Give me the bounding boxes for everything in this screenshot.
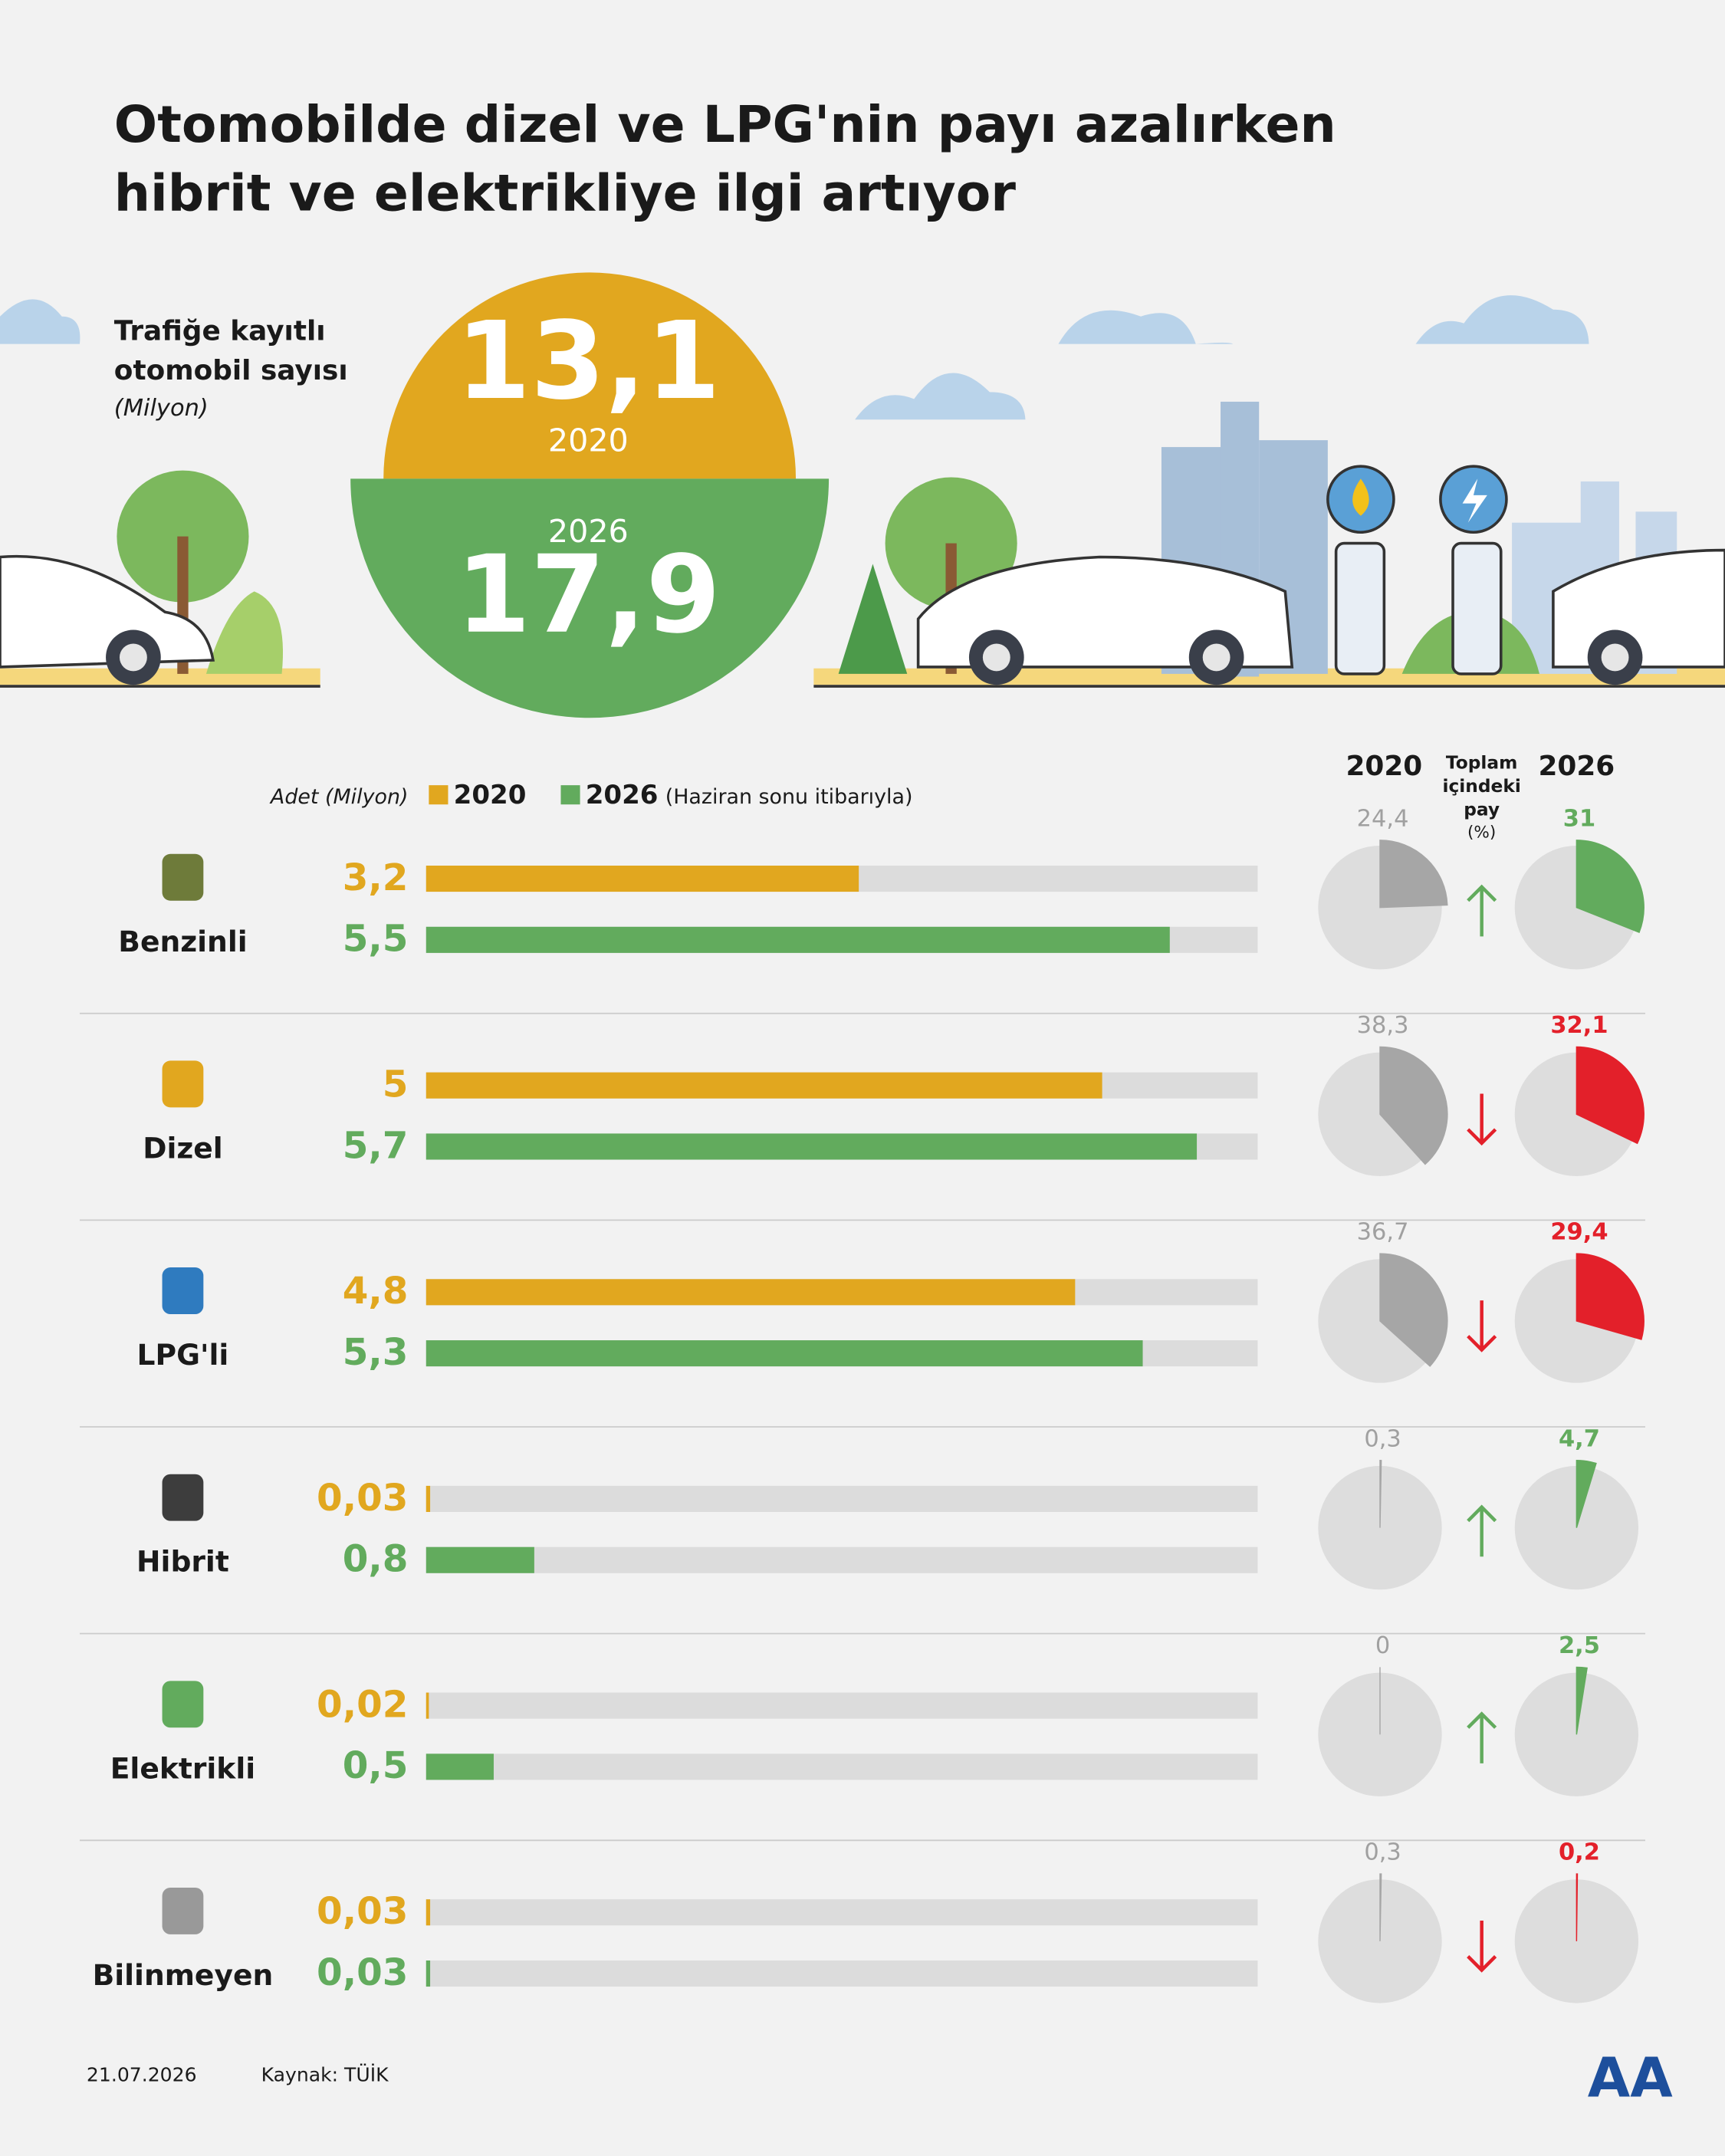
pie-label: 4,7 (1559, 1425, 1600, 1452)
bar (426, 1072, 1102, 1099)
pie-slice (1379, 1046, 1448, 1165)
pie-slice (1576, 840, 1644, 933)
category-label: Dizel (143, 1131, 222, 1165)
share-title: Toplam içindeki pay (1442, 753, 1521, 821)
value-label: 0,03 (317, 1890, 408, 1933)
source: Kaynak: TÜİK (261, 2064, 389, 2086)
bar-track (426, 1899, 1258, 1926)
chart-title: Otomobilde dizel ve LPG'nin payı azalırk… (113, 95, 1336, 223)
total-circle-2026 (350, 478, 830, 718)
value-label: 0,03 (317, 1477, 408, 1520)
value-label: 3,2 (343, 856, 409, 899)
legend-label: 2026 (586, 780, 659, 810)
legend-note: (Haziran sonu itibarıyla) (665, 785, 913, 809)
pie-slice (1379, 1873, 1382, 1941)
bar (426, 1279, 1076, 1306)
total-year: 2026 (548, 513, 629, 550)
pie-slice (1576, 1873, 1579, 1941)
trend-arrow (1467, 1711, 1497, 1763)
totals-unit: (Milyon) (113, 394, 209, 422)
bar (426, 1960, 431, 1987)
bar (426, 1753, 494, 1780)
pie-label: 36,7 (1357, 1219, 1409, 1246)
pie-label: 0,3 (1364, 1839, 1401, 1866)
category-label: Bilinmeyen (93, 1958, 274, 1992)
pie-label: 0,2 (1559, 1839, 1600, 1866)
pie-slice (1379, 1253, 1448, 1367)
trend-arrow (1467, 884, 1497, 937)
bar (426, 1692, 429, 1719)
bar-track (426, 1546, 1258, 1573)
date: 21.07.2026 (87, 2064, 197, 2086)
pie-label: 24,4 (1357, 805, 1409, 832)
pie-slice (1379, 840, 1448, 909)
value-label: 0,02 (317, 1683, 408, 1726)
bar (426, 1133, 1198, 1160)
share-header: 2020 (1346, 751, 1422, 782)
totals-label: Trafiğe kayıtlı otomobil sayısı (113, 314, 348, 387)
value-label: 5,3 (343, 1331, 409, 1374)
illustration (0, 295, 1725, 688)
total-value: 17,9 (456, 532, 721, 657)
value-label: 0,03 (317, 1951, 408, 1994)
value-label: 0,8 (343, 1538, 409, 1581)
trend-arrow (1467, 1300, 1497, 1352)
category-icon (162, 1681, 204, 1728)
pie-label: 38,3 (1357, 1012, 1409, 1039)
bar-track (426, 1753, 1258, 1780)
total-year: 2020 (548, 422, 629, 459)
share-title-box: Toplam içindeki pay (%) (1442, 753, 1521, 842)
totals-label-box: Trafiğe kayıtlı otomobil sayısı (Milyon) (113, 314, 348, 422)
bar (426, 1485, 431, 1512)
pie-label: 0 (1375, 1632, 1390, 1659)
legend-label: 2020 (454, 780, 527, 810)
pie-slice (1379, 1460, 1382, 1528)
trend-arrow (1467, 1921, 1497, 1973)
trend-arrow (1467, 1093, 1497, 1146)
pie-slice (1576, 1460, 1597, 1528)
pie-label: 31 (1563, 805, 1595, 832)
value-label: 5,7 (343, 1124, 409, 1167)
total-circle-2020 (383, 272, 797, 479)
total-value: 13,1 (456, 298, 721, 423)
category-icon (162, 1060, 204, 1108)
pie-label: 0,3 (1364, 1425, 1401, 1452)
pie-slice (1576, 1253, 1644, 1340)
trend-arrow (1467, 1504, 1497, 1557)
value-label: 5 (383, 1063, 409, 1106)
pie-label: 32,1 (1550, 1012, 1608, 1039)
value-label: 5,5 (343, 918, 409, 961)
bar (426, 926, 1170, 953)
category-label: LPG'li (137, 1338, 229, 1372)
share-unit: (%) (1467, 822, 1497, 842)
logo: AA (1588, 2045, 1673, 2109)
legend-swatch (560, 785, 580, 805)
category-label: Benzinli (118, 925, 247, 958)
category-label: Hibrit (136, 1545, 229, 1579)
axis-label: Adet (Milyon) (269, 785, 409, 809)
category-icon (162, 1474, 204, 1521)
category-icon (162, 853, 204, 901)
legend-swatch (429, 785, 449, 805)
value-label: 0,5 (343, 1744, 409, 1787)
bar-track (426, 1692, 1258, 1719)
value-label: 4,8 (343, 1270, 409, 1313)
pie-label: 29,4 (1550, 1219, 1608, 1246)
category-icon (162, 1887, 204, 1934)
category-label: Elektrikli (110, 1751, 255, 1785)
bar-track (426, 1485, 1258, 1512)
bar (426, 1340, 1143, 1367)
pie-slice (1576, 1666, 1588, 1735)
pie-slice (1576, 1046, 1644, 1145)
title-box: Otomobilde dizel ve LPG'nin payı azalırk… (113, 95, 1336, 223)
pie-label: 2,5 (1559, 1632, 1600, 1659)
bar-track (426, 1960, 1258, 1987)
share-header: 2026 (1538, 751, 1615, 782)
bar (426, 1546, 534, 1573)
bar (426, 1899, 431, 1926)
category-icon (162, 1267, 204, 1315)
bar (426, 866, 859, 892)
